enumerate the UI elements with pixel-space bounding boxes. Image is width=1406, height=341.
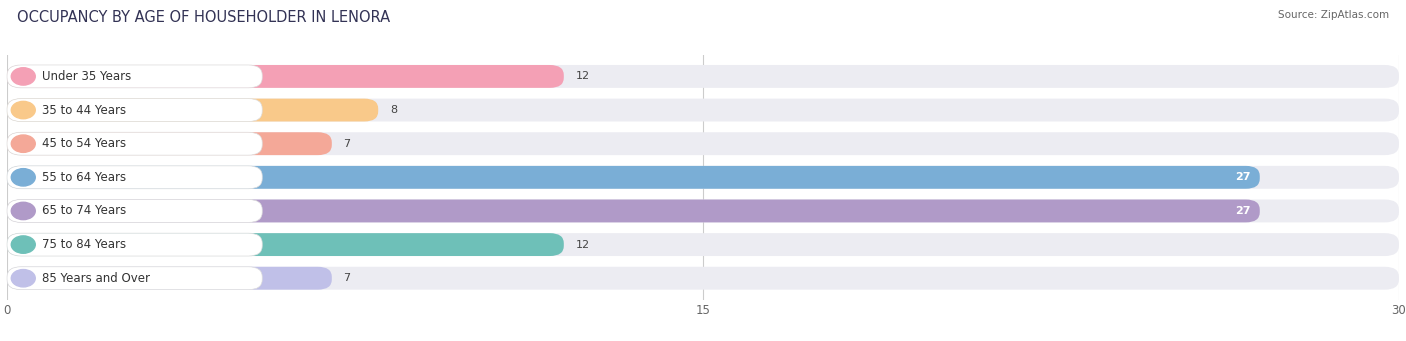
FancyBboxPatch shape [7,99,1399,121]
Text: 27: 27 [1234,206,1250,216]
Circle shape [11,202,35,220]
Circle shape [11,68,35,85]
FancyBboxPatch shape [7,166,1260,189]
Circle shape [11,135,35,152]
Text: 75 to 84 Years: 75 to 84 Years [42,238,127,251]
FancyBboxPatch shape [7,166,262,189]
Circle shape [11,236,35,253]
Text: OCCUPANCY BY AGE OF HOUSEHOLDER IN LENORA: OCCUPANCY BY AGE OF HOUSEHOLDER IN LENOR… [17,10,389,25]
FancyBboxPatch shape [7,166,1399,189]
FancyBboxPatch shape [7,233,564,256]
Circle shape [11,169,35,186]
FancyBboxPatch shape [7,65,564,88]
Text: 7: 7 [343,273,350,283]
FancyBboxPatch shape [7,132,262,155]
Text: 12: 12 [575,71,589,81]
Text: Under 35 Years: Under 35 Years [42,70,132,83]
Circle shape [11,269,35,287]
FancyBboxPatch shape [7,199,1399,222]
Text: 12: 12 [575,240,589,250]
FancyBboxPatch shape [7,99,262,121]
FancyBboxPatch shape [7,199,1260,222]
FancyBboxPatch shape [7,233,1399,256]
Text: 45 to 54 Years: 45 to 54 Years [42,137,127,150]
FancyBboxPatch shape [7,267,1399,290]
FancyBboxPatch shape [7,65,262,88]
Text: 65 to 74 Years: 65 to 74 Years [42,205,127,218]
Text: Source: ZipAtlas.com: Source: ZipAtlas.com [1278,10,1389,20]
FancyBboxPatch shape [7,132,332,155]
FancyBboxPatch shape [7,99,378,121]
Text: 7: 7 [343,139,350,149]
FancyBboxPatch shape [7,132,1399,155]
FancyBboxPatch shape [7,199,262,222]
Circle shape [11,101,35,119]
FancyBboxPatch shape [7,267,262,290]
Text: 8: 8 [389,105,396,115]
FancyBboxPatch shape [7,267,332,290]
Text: 85 Years and Over: 85 Years and Over [42,272,150,285]
Text: 55 to 64 Years: 55 to 64 Years [42,171,127,184]
Text: 35 to 44 Years: 35 to 44 Years [42,104,127,117]
FancyBboxPatch shape [7,233,262,256]
FancyBboxPatch shape [7,65,1399,88]
Text: 27: 27 [1234,172,1250,182]
